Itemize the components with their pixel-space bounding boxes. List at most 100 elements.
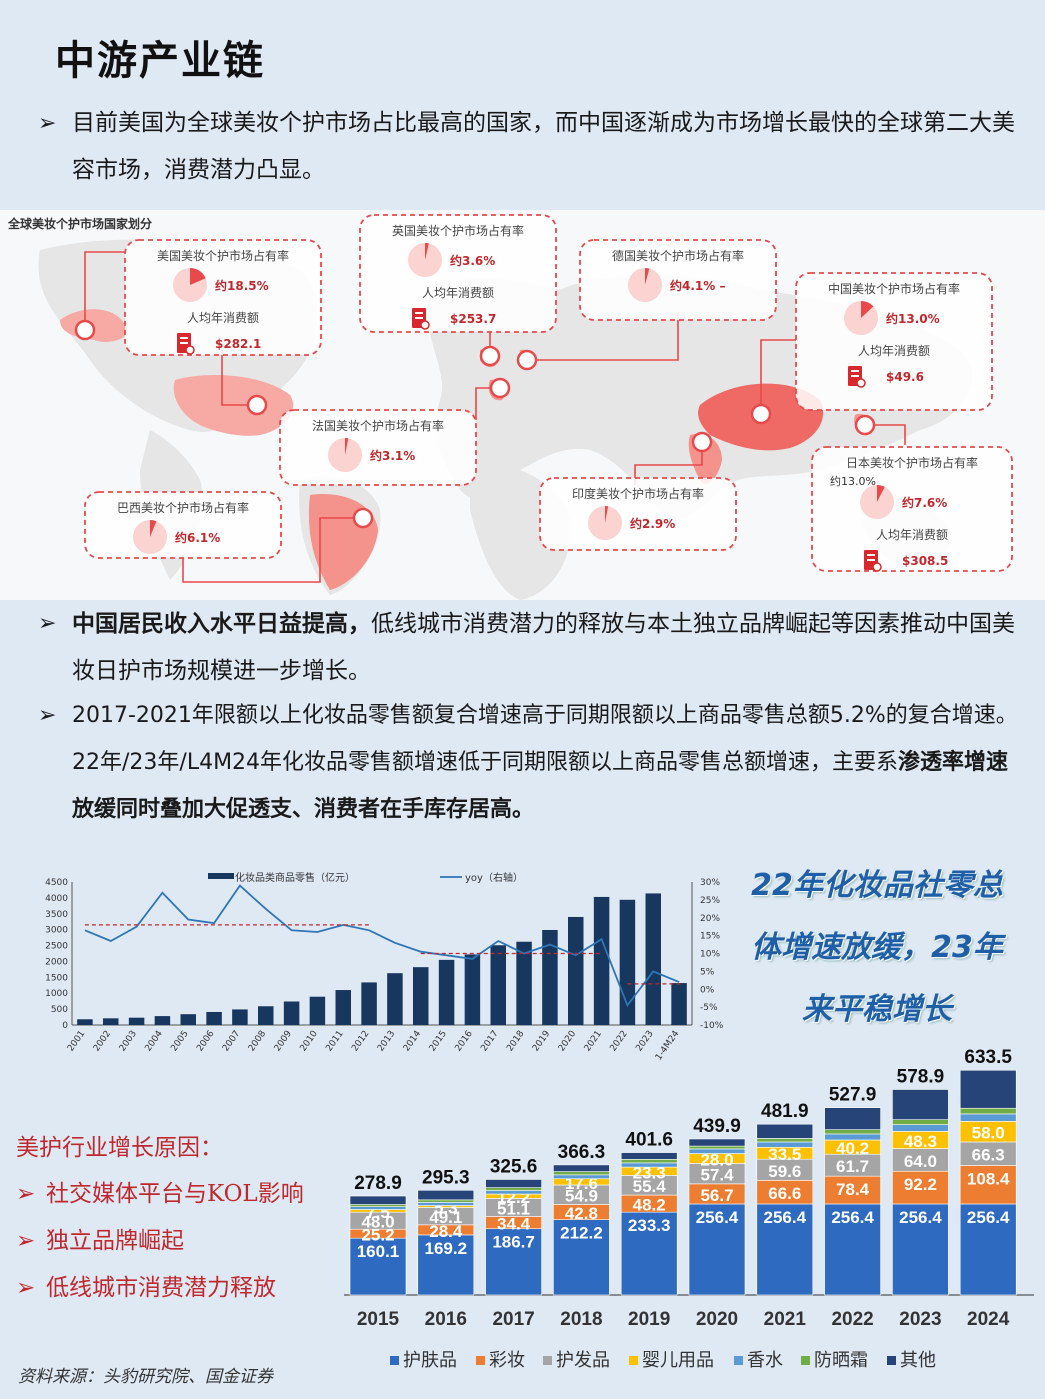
callout-frame — [579, 239, 777, 321]
sales-bar — [154, 1016, 171, 1025]
callout-frame — [124, 239, 322, 356]
sales-bar — [309, 996, 326, 1025]
x-tick-label: 2004 — [144, 1029, 165, 1054]
market-size-svg: 160.125.248.07.5278.92015169.228.449.15.… — [344, 1047, 1034, 1371]
sales-bar — [671, 983, 687, 1025]
slogan-line: 22年化妆品社零总 — [751, 868, 1003, 903]
retail-sales-chart: 0 500 1000 1500 2000 2500 3000 3500 4000 4500 30% 2… — [40, 860, 740, 1070]
stack-segment — [553, 1164, 610, 1172]
y2-tick-label: -10% — [700, 1021, 724, 1031]
receipt-line — [867, 554, 875, 556]
stack-segment — [824, 1203, 881, 1296]
market-size-chart: 160.1 25.2 48.0 7.5 278.9 2015 169.2 28.4 49.1 5.… — [340, 1030, 1040, 1390]
callout-spend-label: 人均年消费额 — [187, 311, 259, 325]
receipt-icon — [177, 333, 195, 355]
arrow-bullet-icon: ➢ — [16, 1275, 36, 1301]
callout-share: 约6.1% — [175, 530, 220, 545]
stack-segment — [417, 1234, 475, 1296]
segment-value-label: 54.9 — [565, 1187, 598, 1206]
callout-title: 德国美妆个护市场占有率 — [612, 248, 744, 263]
share-pie-slice — [877, 485, 885, 502]
legend-bar-label: 化妆品类商品零售（亿元） — [235, 871, 355, 884]
segment-value-label: 58.0 — [972, 1124, 1005, 1143]
segment-value-label: 33.5 — [768, 1145, 801, 1164]
stack-segment — [892, 1170, 949, 1205]
x-tick-label: 2017 — [492, 1309, 534, 1330]
x-tick-label: 2015 — [357, 1309, 400, 1330]
map-title: 全球美妆个护市场国家划分 — [7, 216, 152, 231]
growth-reasons: 美护行业增长原因： ➢ 社交媒体平台与KOL影响 ➢ 独立品牌崛起 ➢ 低线城市消费潜… — [16, 1125, 346, 1312]
stack-segment — [824, 1107, 881, 1130]
stack-segment — [959, 1203, 1017, 1296]
callout-title: 英国美妆个护市场占有率 — [392, 223, 524, 238]
stack-segment — [756, 1203, 814, 1296]
total-label: 439.9 — [693, 1116, 741, 1137]
y-tick-label: 4000 — [45, 894, 68, 904]
y2-tick-label: 25% — [700, 896, 720, 906]
slogan-line: 来平稳增长 — [802, 992, 952, 1027]
callout-title: 美国美妆个护市场占有率 — [157, 248, 289, 263]
segment-value-label: 49.1 — [429, 1208, 462, 1227]
stack-segment — [892, 1089, 949, 1120]
y2-tick-label: 15% — [700, 932, 720, 942]
share-pie-slice — [345, 437, 349, 455]
stack-segment — [349, 1195, 407, 1205]
sales-bar — [77, 1019, 93, 1025]
legend-swatch — [629, 1356, 638, 1365]
x-tick-label: 2019 — [628, 1309, 670, 1330]
stack-segment — [824, 1129, 881, 1135]
total-label: 295.3 — [422, 1167, 470, 1188]
segment-value-label: 233.3 — [628, 1216, 671, 1235]
receipt-coin — [872, 562, 882, 572]
source-note: 资料来源：头豹研究院、国金证券 — [18, 1367, 273, 1387]
callout-frame — [359, 214, 557, 333]
segment-value-label: 256.4 — [764, 1208, 807, 1227]
stack-segment — [892, 1203, 949, 1296]
stack-segment — [417, 1199, 475, 1203]
total-label: 481.9 — [761, 1101, 809, 1122]
total-label: 401.6 — [625, 1130, 673, 1151]
receipt-line — [180, 342, 188, 344]
legend-swatch — [887, 1356, 896, 1365]
stack-segment — [959, 1069, 1017, 1109]
legend-label: 护发品 — [556, 1350, 610, 1371]
sales-bar — [206, 1011, 222, 1025]
bullet-bold-text: 中国居民收入水平日益提高， — [72, 610, 371, 637]
sales-bar — [464, 954, 481, 1025]
bullet-bold-text: 渗透率增速放缓同时叠加大促透支、消费者在手库存居高。 — [72, 749, 1009, 822]
segment-value-label: 48.3 — [904, 1132, 937, 1151]
segment-value-label: 61.7 — [836, 1157, 869, 1176]
receipt-coin — [185, 345, 195, 355]
segment-value-label: 28.0 — [700, 1151, 733, 1170]
segment-value-label: 160.1 — [357, 1242, 400, 1261]
segment-value-label: 78.4 — [836, 1180, 870, 1199]
reason-text: 社交媒体平台与KOL影响 — [46, 1181, 304, 1207]
callout-title: 印度美妆个护市场占有率 — [572, 486, 704, 501]
stack-segment — [485, 1187, 542, 1191]
stack-segment — [620, 1211, 678, 1296]
sales-bar — [258, 1006, 274, 1025]
segment-value-label: 256.4 — [696, 1208, 739, 1227]
stack-segment — [620, 1159, 678, 1164]
legend-label: 彩妆 — [489, 1350, 525, 1371]
legend-label: 婴儿用品 — [642, 1350, 714, 1371]
legend-label: 其他 — [900, 1350, 936, 1371]
receipt-icon — [412, 308, 430, 330]
sales-bar — [283, 1001, 300, 1025]
receipt-coin — [420, 320, 430, 330]
segment-value-label: 169.2 — [425, 1239, 468, 1258]
stack-segment — [553, 1174, 610, 1180]
stack-segment — [824, 1133, 881, 1141]
segment-value-label: 56.7 — [700, 1186, 733, 1205]
segment-value-label: 256.4 — [831, 1208, 874, 1227]
reason-text: 独立品牌崛起 — [46, 1228, 184, 1254]
callout-share: 约7.6% — [902, 495, 947, 510]
x-tick-label: 2010 — [299, 1029, 320, 1054]
x-tick-label: 2018 — [560, 1309, 602, 1330]
sales-bar — [103, 1018, 119, 1025]
y-tick-label: 4500 — [45, 878, 68, 888]
legend-line-label: yoy（右轴） — [465, 871, 523, 884]
